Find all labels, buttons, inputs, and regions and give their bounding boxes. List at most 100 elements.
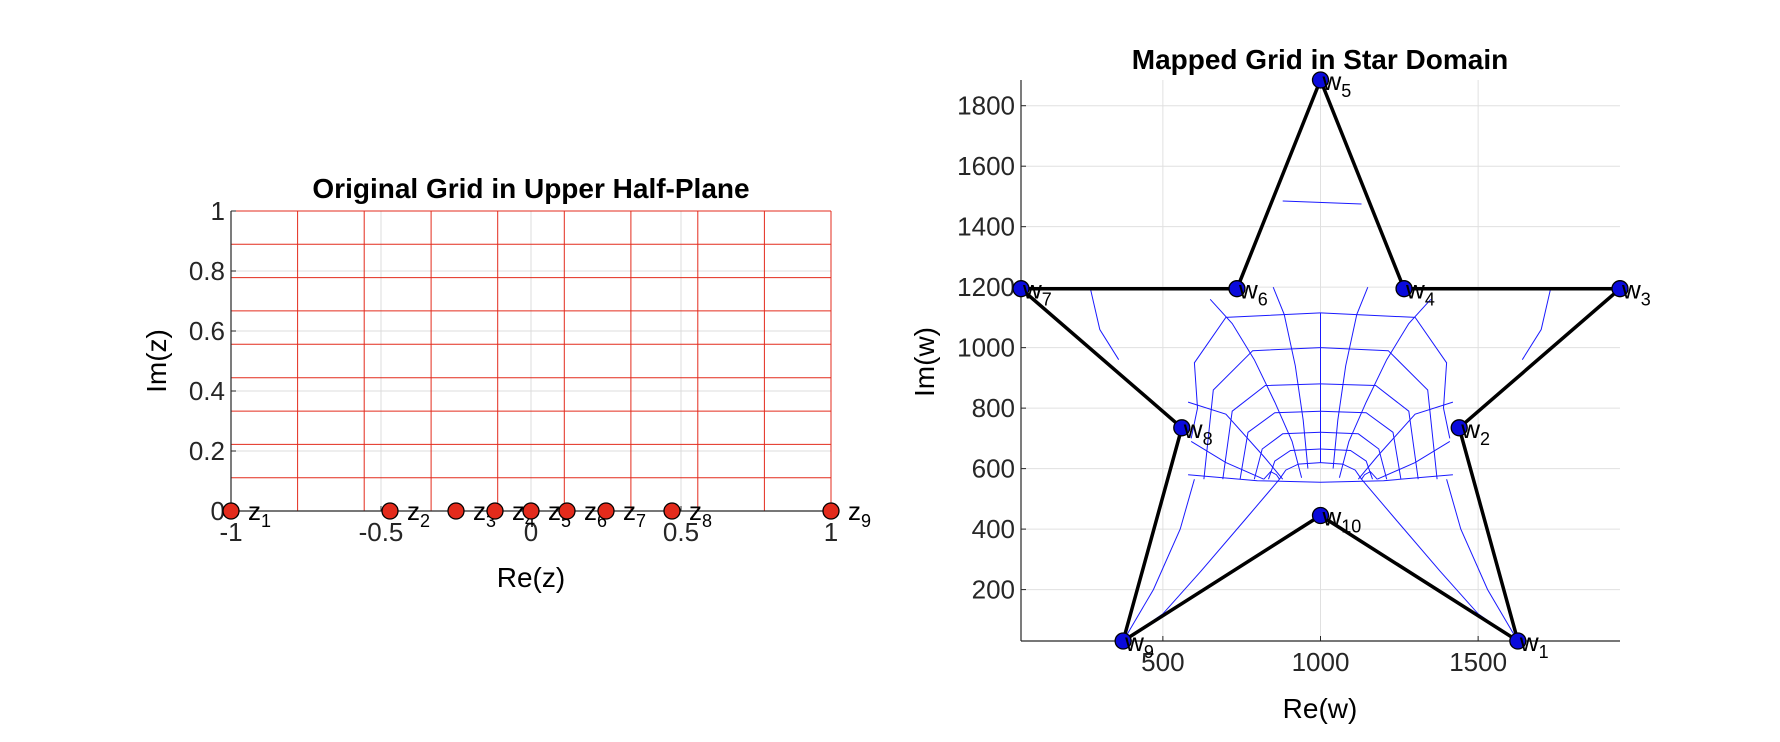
left-point-label-1: z1 <box>248 496 271 531</box>
left-ytick-label-2: 0.4 <box>189 376 225 406</box>
right-mapped-curve-9 <box>1320 383 1419 480</box>
right-vertex-6 <box>1228 280 1246 298</box>
left-point-label-6: z6 <box>584 496 607 531</box>
left-ytick-label-4: 0.8 <box>189 256 225 286</box>
right-ytick-label-0: 200 <box>972 575 1015 605</box>
left-xtick-label-1: -0.5 <box>359 517 404 547</box>
right-mapped-curve-26 <box>1127 478 1280 639</box>
left-point-1 <box>222 502 240 520</box>
right-mapped-curve-19 <box>1361 470 1378 480</box>
right-plot-tick-labels: 500 1000 1500 200 400 600 800 1000 1200 1400 1600 1… <box>957 91 1507 677</box>
left-point-7 <box>597 502 615 520</box>
left-point-label-4: z4 <box>512 496 535 531</box>
right-vertex-9 <box>1114 632 1132 650</box>
right-vertex-label-4: w4 <box>1405 275 1435 310</box>
right-vertex-label-8: w8 <box>1183 414 1213 449</box>
right-mapped-curve-20 <box>1209 298 1303 478</box>
right-vertex-label-1: w1 <box>1519 627 1549 662</box>
left-plot-xlabel: Re(z) <box>497 562 565 593</box>
right-mapped-curve-23 <box>1332 287 1369 469</box>
right-mapped-curve-8 <box>1222 383 1321 480</box>
right-xtick-label-1: 1000 <box>1292 647 1350 677</box>
right-vertex-label-9: w9 <box>1124 627 1154 662</box>
right-vertex-7 <box>1012 280 1030 298</box>
right-mapped-curve-16 <box>1190 440 1265 480</box>
right-vertex-8 <box>1173 419 1191 437</box>
right-mapped-curve-29 <box>1446 479 1517 639</box>
left-point-5 <box>522 502 540 520</box>
right-mapped-curve-21 <box>1338 298 1432 478</box>
right-vertex-label-2: w2 <box>1460 414 1490 449</box>
right-ytick-label-4: 1000 <box>957 333 1015 363</box>
right-mapped-curve-5 <box>1320 431 1388 480</box>
right-vertex-2 <box>1450 419 1468 437</box>
right-mapped-curve-6 <box>1239 410 1321 480</box>
right-mapped-curve-7 <box>1320 410 1402 480</box>
right-vertex-label-10: w10 <box>1322 501 1362 536</box>
right-ytick-label-1: 400 <box>972 514 1015 544</box>
left-plot-points: z1 z2 z3 z4 z5 z6 z7 z8 z9 <box>222 496 871 531</box>
left-xtick-label-3: 0.5 <box>663 517 699 547</box>
right-ytick-label-7: 1600 <box>957 151 1015 181</box>
right-plot-vertices: w1 w2 w3 w4 w5 w6 w7 w8 w9 w10 <box>1012 66 1651 662</box>
right-mapped-curve-32 <box>1282 200 1362 205</box>
left-point-label-9: z9 <box>848 496 871 531</box>
right-xtick-label-0: 500 <box>1141 647 1184 677</box>
left-plot: Original Grid in Upper Half-Plane -1 -0.5… <box>141 173 871 593</box>
right-vertex-3 <box>1611 280 1629 298</box>
left-ytick-label-3: 0.6 <box>189 316 225 346</box>
right-plot-title: Mapped Grid in Star Domain <box>1132 44 1508 75</box>
right-plot-ylabel: Im(w) <box>909 327 940 397</box>
left-plot-tick-labels: -1 -0.5 0 0.5 1 0 0.2 0.4 0.6 0.8 1 <box>189 196 838 547</box>
right-plot-xlabel: Re(w) <box>1283 693 1358 724</box>
right-vertex-label-5: w5 <box>1322 66 1352 101</box>
right-mapped-curve-11 <box>1320 347 1438 480</box>
right-ytick-label-6: 1400 <box>957 212 1015 242</box>
right-vertex-5 <box>1311 71 1330 89</box>
right-vertex-label-3: w3 <box>1621 275 1651 310</box>
left-plot-gridlines <box>230 210 832 512</box>
left-xtick-label-0: -1 <box>219 517 242 547</box>
left-point-label-5: z5 <box>548 496 571 531</box>
left-point-label-2: z2 <box>407 496 430 531</box>
right-mapped-curve-13 <box>1320 312 1451 439</box>
right-ytick-label-8: 1800 <box>957 91 1015 121</box>
left-point-2 <box>381 502 399 520</box>
left-point-label-3: z3 <box>473 496 496 531</box>
right-mapped-curve-18 <box>1263 470 1280 480</box>
right-vertex-10 <box>1311 506 1330 525</box>
right-plot-mapped-grid <box>1089 200 1552 639</box>
left-xtick-label-2: 0 <box>524 517 538 547</box>
right-ytick-label-3: 800 <box>972 393 1015 423</box>
right-vertex-4 <box>1395 280 1413 298</box>
right-xtick-label-2: 1500 <box>1449 647 1507 677</box>
left-ytick-label-5: 1 <box>211 196 225 226</box>
right-mapped-curve-22 <box>1272 287 1309 469</box>
right-mapped-curve-28 <box>1124 479 1195 639</box>
left-ytick-label-0: 0 <box>211 496 225 526</box>
right-plot: Mapped Grid in Star Domain 500 1000 1500 20… <box>909 44 1651 724</box>
right-mapped-curve-2 <box>1268 448 1321 480</box>
left-xtick-label-4: 1 <box>824 517 838 547</box>
right-mapped-curve-4 <box>1253 431 1321 480</box>
right-mapped-curve-25 <box>1188 474 1453 483</box>
right-mapped-curve-10 <box>1203 347 1321 480</box>
left-point-3 <box>447 502 465 520</box>
right-mapped-curve-1 <box>1320 462 1362 480</box>
right-vertex-label-7: w7 <box>1022 275 1052 310</box>
right-ytick-label-5: 1200 <box>957 272 1015 302</box>
right-mapped-curve-0 <box>1279 462 1321 480</box>
right-mapped-curve-14 <box>1187 401 1284 480</box>
left-ytick-label-1: 0.2 <box>189 436 225 466</box>
left-plot-ylabel: Im(z) <box>141 329 172 393</box>
right-mapped-curve-27 <box>1361 478 1514 639</box>
left-point-6 <box>558 502 576 520</box>
left-point-8 <box>663 502 681 520</box>
right-mapped-curve-15 <box>1357 401 1454 480</box>
left-point-label-7: z7 <box>623 496 646 531</box>
left-point-9 <box>822 502 840 520</box>
right-mapped-curve-17 <box>1376 440 1451 480</box>
right-mapped-curve-31 <box>1521 288 1552 360</box>
right-mapped-curve-12 <box>1190 312 1321 439</box>
